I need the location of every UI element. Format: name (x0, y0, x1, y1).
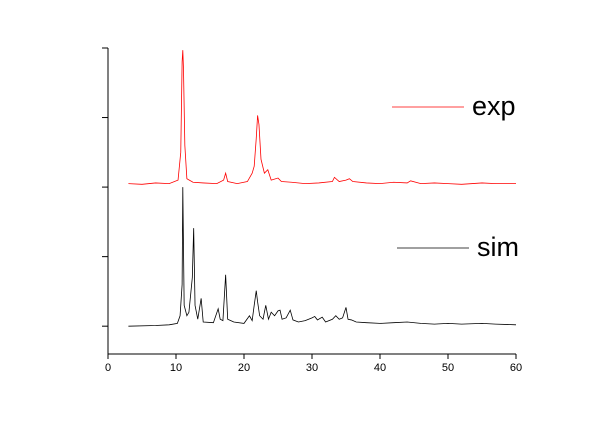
data-line (128, 187, 517, 327)
x-tick-label: 60 (510, 362, 522, 374)
x-tick-label: 0 (105, 362, 111, 374)
legend-label: exp (472, 91, 516, 121)
x-tick-label: 10 (170, 362, 182, 374)
x-tick-label: 30 (306, 362, 318, 374)
x-tick-label: 20 (238, 362, 250, 374)
legend-label: sim (477, 232, 519, 262)
x-tick-label: 50 (442, 362, 454, 374)
data-line (128, 50, 516, 185)
x-tick-label: 40 (374, 362, 386, 374)
